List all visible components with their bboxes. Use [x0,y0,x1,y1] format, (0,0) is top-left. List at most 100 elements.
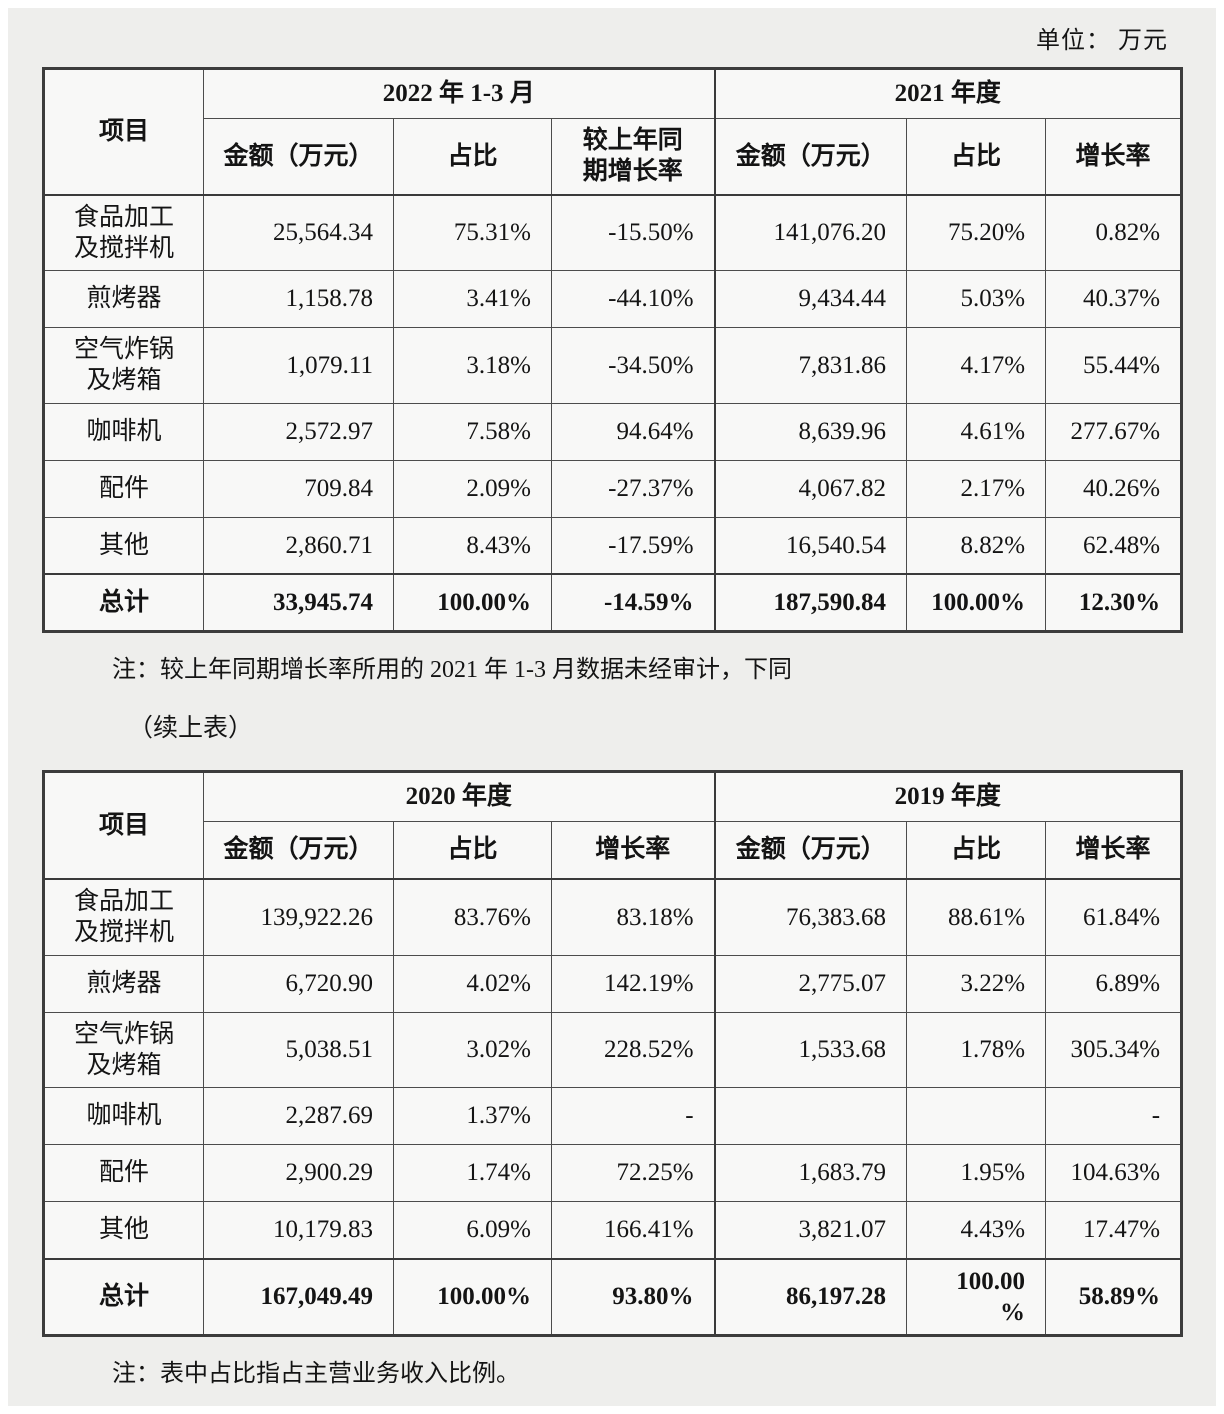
value-cell: 166.41% [550,1201,716,1259]
table-row: 其他 2,860.71 8.43% -17.59% 16,540.54 8.82% 62.4… [43,516,1183,575]
value-cell: 1,079.11 [203,327,394,404]
table-row: 煎烤器 1,158.78 3.41% -44.10% 9,434.44 5.03% 40.3… [43,270,1183,328]
value-cell: - [550,1087,716,1145]
row-label-header: 项目 [43,770,204,880]
value-cell: 3,821.07 [713,1201,908,1259]
value-cell: 100.00% [393,573,552,632]
column-header: 增长率 [1045,820,1183,880]
value-cell: 88.61% [906,878,1047,956]
column-header: 占比 [393,118,552,195]
row-label-cell: 煎烤器 [43,270,204,328]
value-cell [906,1087,1047,1145]
value-cell: 9,434.44 [713,270,908,328]
table-row: 其他 10,179.83 6.09% 166.41% 3,821.07 4.43% 17.4… [43,1201,1183,1259]
value-cell: 94.64% [550,402,716,461]
row-label-cell: 食品加工 及搅拌机 [43,878,204,956]
value-cell: - [1045,1087,1183,1145]
row-label-cell: 配件 [43,1144,204,1202]
value-cell: 16,540.54 [713,516,908,575]
value-cell: 61.84% [1045,878,1183,956]
value-cell: 40.26% [1045,459,1183,518]
value-cell: -27.37% [550,459,716,518]
value-cell: 1.78% [906,1011,1047,1088]
period-group-header: 2020 年度 [202,770,716,822]
row-label-cell: 配件 [43,459,204,518]
footnote-unaudited: 注：较上年同期增长率所用的 2021 年 1-3 月数据未经审计，下同 [112,656,792,683]
value-cell: 2.17% [906,459,1047,518]
value-cell: 10,179.83 [203,1201,394,1259]
value-cell: 5,038.51 [203,1011,394,1088]
continuation-label: （续上表） [128,714,254,742]
value-cell: 40.37% [1045,270,1183,328]
value-cell: 277.67% [1045,402,1183,461]
value-cell: 7.58% [393,402,552,461]
column-header: 金额（万元） [203,118,394,195]
value-cell: 7,831.86 [713,327,908,404]
value-cell [713,1087,908,1145]
table-row: 空气炸锅 及烤箱 1,079.11 3.18% -34.50% 7,831.86 4.17… [43,327,1183,404]
column-header: 金额（万元） [713,118,908,195]
table-row: 煎烤器 6,720.90 4.02% 142.19% 2,775.07 3.22% 6.89… [43,954,1183,1013]
value-cell: 4,067.82 [713,459,908,518]
row-label-cell: 煎烤器 [43,954,204,1013]
period-group-header: 2022 年 1-3 月 [202,68,716,119]
value-cell: 1,533.68 [713,1011,908,1088]
value-cell: 1.74% [393,1144,552,1202]
value-cell: 2,572.97 [203,402,394,461]
value-cell: 228.52% [550,1011,716,1088]
value-cell: 3.02% [393,1011,552,1088]
value-cell: 25,564.34 [203,193,394,271]
unit-label: 单位： 万元 [1036,28,1168,54]
value-cell: -14.59% [550,573,716,632]
value-cell: 2,900.29 [203,1144,394,1202]
table-row: 咖啡机 2,287.69 1.37% - - [43,1087,1183,1145]
value-cell: 167,049.49 [203,1257,394,1336]
header-row-columns: 金额（万元） 占比 较上年同 期增长率 金额（万元） 占比 增长率 [44,118,1183,195]
value-cell: -44.10% [550,270,716,328]
value-cell: 2.09% [393,459,552,518]
value-cell: 3.22% [906,954,1047,1013]
revenue-table-2020-2019: 项目 2020 年度 2019 年度 金额（万元） 占比 增长率 金额（万元） 占比 增长率 食品… [42,769,1184,1337]
column-header: 增长率 [550,820,716,880]
value-cell: 6.89% [1045,954,1183,1013]
header-row-periods: 项目 2020 年度 2019 年度 [43,770,1183,880]
row-label-cell: 其他 [43,516,204,575]
column-header: 增长率 [1045,118,1183,195]
value-cell: 8,639.96 [713,402,908,461]
column-header: 占比 [906,820,1047,880]
value-cell: 55.44% [1045,327,1183,404]
value-cell: 1.95% [906,1144,1047,1202]
value-cell: 187,590.84 [713,573,908,632]
row-label-cell: 空气炸锅 及烤箱 [43,1011,204,1088]
revenue-table-2022-2021: 项目 2022 年 1-3 月 2021 年度 金额（万元） 占比 较上年同 期增长率 金额… [42,67,1184,633]
footnote-ratio-definition: 注：表中占比指占主营业务收入比例。 [112,1361,520,1387]
value-cell: 142.19% [550,954,716,1013]
table-row: 食品加工 及搅拌机 139,922.26 83.76% 83.18% 76,383.68… [43,878,1183,956]
value-cell: 2,775.07 [713,954,908,1013]
value-cell: 58.89% [1045,1257,1183,1336]
value-cell: 4.02% [393,954,552,1013]
value-cell: 83.76% [393,878,552,956]
value-cell: 1,158.78 [203,270,394,328]
value-cell: 1,683.79 [713,1144,908,1202]
row-label-cell: 咖啡机 [43,402,204,461]
value-cell: 8.43% [393,516,552,575]
header-row-columns: 金额（万元） 占比 增长率 金额（万元） 占比 增长率 [44,820,1183,880]
value-cell: 76,383.68 [713,878,908,956]
value-cell: 4.17% [906,327,1047,404]
table-row: 配件 2,900.29 1.74% 72.25% 1,683.79 1.95% 104.63… [43,1144,1183,1202]
value-cell: 1.37% [393,1087,552,1145]
value-cell: 12.30% [1045,573,1183,632]
total-row: 总计 33,945.74 100.00% -14.59% 187,590.84 100.0… [43,573,1183,632]
value-cell: 62.48% [1045,516,1183,575]
value-cell: -17.59% [550,516,716,575]
value-cell: 33,945.74 [203,573,394,632]
value-cell: 305.34% [1045,1011,1183,1088]
row-label-cell: 总计 [43,573,204,632]
value-cell: 100.00 % [906,1257,1047,1336]
row-label-cell: 其他 [43,1201,204,1259]
header-row-periods: 项目 2022 年 1-3 月 2021 年度 [43,68,1183,195]
value-cell: 2,287.69 [203,1087,394,1145]
value-cell: 139,922.26 [203,878,394,956]
value-cell: 17.47% [1045,1201,1183,1259]
